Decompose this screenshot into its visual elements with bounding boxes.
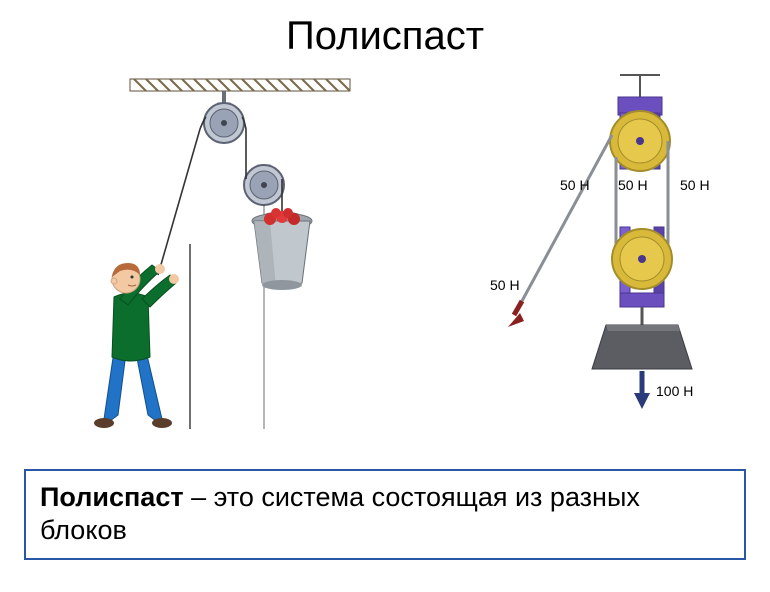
force-label-load: 100 Н — [656, 383, 693, 399]
force-arrow-pull — [508, 301, 524, 327]
page-title: Полиспаст — [0, 14, 770, 59]
force-label-2: 50 Н — [618, 177, 648, 193]
right-svg — [470, 69, 740, 439]
rope-diag — [522, 135, 612, 301]
upper-pulley — [610, 97, 670, 171]
rope-left — [158, 117, 206, 275]
force-arrow-load — [634, 371, 650, 409]
weight-block — [592, 325, 692, 369]
person — [94, 263, 179, 428]
diagram-area: 50 Н 50 Н 50 Н 50 Н 100 Н — [0, 69, 770, 449]
force-label-3: 50 Н — [680, 177, 710, 193]
lower-pulley — [612, 227, 672, 307]
force-label-1: 50 Н — [560, 177, 590, 193]
right-illustration: 50 Н 50 Н 50 Н 50 Н 100 Н — [470, 69, 740, 439]
definition-term: Полиспаст — [40, 482, 184, 512]
bucket — [252, 208, 312, 290]
left-svg — [70, 69, 370, 439]
left-illustration — [70, 69, 370, 439]
force-label-pull: 50 Н — [490, 277, 520, 293]
definition-box: Полиспаст – это система состоящая из раз… — [24, 469, 746, 561]
ceiling-rope — [130, 79, 350, 91]
